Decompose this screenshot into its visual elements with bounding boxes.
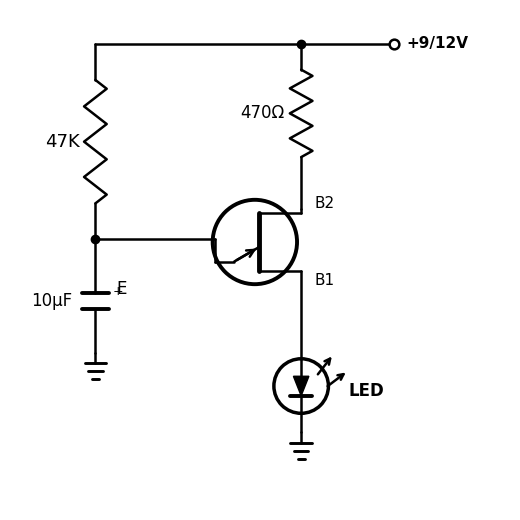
Text: 47K: 47K: [45, 133, 80, 151]
Polygon shape: [293, 376, 309, 396]
Text: 10μF: 10μF: [31, 292, 72, 310]
Text: B1: B1: [314, 274, 334, 289]
Text: +: +: [113, 285, 123, 298]
Text: B2: B2: [314, 196, 334, 211]
Text: +9/12V: +9/12V: [407, 36, 469, 51]
Text: 470Ω: 470Ω: [240, 105, 284, 122]
Text: E: E: [116, 280, 126, 297]
Text: LED: LED: [349, 382, 385, 400]
